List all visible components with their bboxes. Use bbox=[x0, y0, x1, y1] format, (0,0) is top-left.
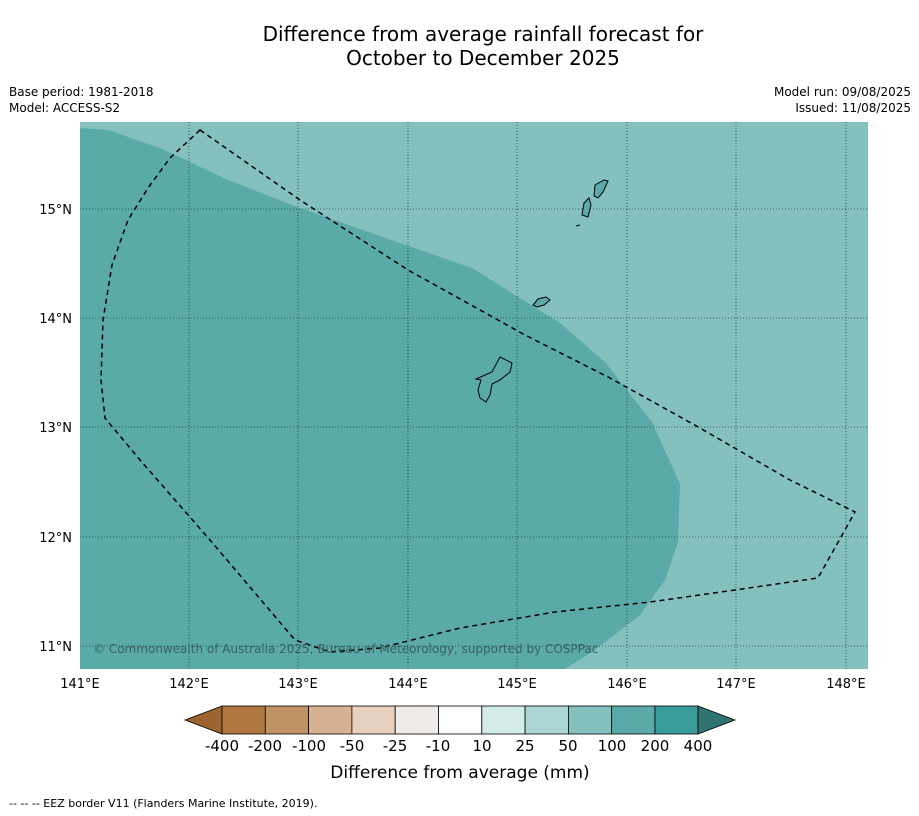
lon-label: 147°E bbox=[716, 677, 756, 692]
colorbar-segment bbox=[438, 705, 483, 735]
guam-island bbox=[474, 356, 513, 403]
copyright-notice: © Commonwealth of Australia 2025, Bureau… bbox=[93, 642, 598, 656]
aguijan-island bbox=[575, 224, 581, 227]
colorbar-segment bbox=[611, 705, 656, 735]
lon-label: 142°E bbox=[169, 677, 209, 692]
lon-label: 146°E bbox=[607, 677, 647, 692]
lat-label: 14°N bbox=[39, 312, 72, 327]
lat-label: 13°N bbox=[39, 421, 72, 436]
colorbar-segment bbox=[351, 705, 396, 735]
run-info: Model run: 09/08/2025 Issued: 11/08/2025 bbox=[774, 84, 911, 116]
colorbar-tick: -200 bbox=[248, 737, 282, 755]
lon-label: 145°E bbox=[497, 677, 537, 692]
colorbar-tick: -400 bbox=[205, 737, 239, 755]
colorbar-tick: 100 bbox=[598, 737, 627, 755]
base-period: Base period: 1981-2018 bbox=[9, 85, 154, 99]
colorbar-tick: 50 bbox=[558, 737, 577, 755]
islands bbox=[474, 179, 609, 403]
title-line-2: October to December 2025 bbox=[346, 46, 620, 70]
colorbar-tick: 200 bbox=[641, 737, 670, 755]
eez-border bbox=[100, 129, 857, 653]
lat-label: 11°N bbox=[39, 640, 72, 655]
model-name: Model: ACCESS-S2 bbox=[9, 101, 121, 115]
colorbar-ticks: -400 -200 -100 -50 -25 -10 10 25 50 100 … bbox=[205, 737, 712, 755]
colorbar bbox=[183, 705, 737, 735]
lon-label: 141°E bbox=[60, 677, 100, 692]
lon-label: 148°E bbox=[826, 677, 866, 692]
model-run: Model run: 09/08/2025 bbox=[773, 85, 911, 99]
colorbar-low-extension bbox=[183, 705, 223, 735]
colorbar-label: Difference from average (mm) bbox=[330, 763, 589, 783]
colorbar-segment bbox=[394, 705, 439, 735]
title-line-1: Difference from average rainfall forecas… bbox=[262, 22, 704, 46]
lon-label: 143°E bbox=[278, 677, 318, 692]
colorbar-segment bbox=[568, 705, 613, 735]
lon-label: 144°E bbox=[388, 677, 428, 692]
colorbar-segment bbox=[264, 705, 309, 735]
tinian-island bbox=[581, 197, 592, 218]
colorbar-tick: 400 bbox=[684, 737, 713, 755]
issued-date: Issued: 11/08/2025 bbox=[795, 101, 911, 115]
colorbar-tick: 10 bbox=[472, 737, 491, 755]
colorbar-segment bbox=[524, 705, 569, 735]
graticule bbox=[80, 122, 868, 669]
eez-legend-note: -- -- -- EEZ border V11 (Flanders Marine… bbox=[9, 797, 318, 810]
colorbar-tick: 25 bbox=[515, 737, 534, 755]
colorbar-segment bbox=[654, 705, 699, 735]
colorbar-segment bbox=[308, 705, 353, 735]
colorbar-segment bbox=[221, 705, 266, 735]
model-info: Base period: 1981-2018 Model: ACCESS-S2 bbox=[9, 84, 154, 116]
colorbar-high-extension bbox=[697, 705, 737, 735]
colorbar-tick: -10 bbox=[426, 737, 451, 755]
colorbar-tick: -50 bbox=[340, 737, 365, 755]
latitude-labels: 15°N 14°N 13°N 12°N 11°N bbox=[39, 203, 72, 655]
map-title: Difference from average rainfall forecas… bbox=[0, 22, 919, 70]
colorbar-tick: -100 bbox=[292, 737, 326, 755]
longitude-labels: 141°E 142°E 143°E 144°E 145°E 146°E 147°… bbox=[60, 677, 866, 692]
rota-island bbox=[532, 296, 551, 308]
lat-label: 12°N bbox=[39, 531, 72, 546]
colorbar-tick: -25 bbox=[383, 737, 408, 755]
rainfall-zone-100-200 bbox=[80, 128, 680, 669]
lat-label: 15°N bbox=[39, 203, 72, 218]
saipan-island bbox=[593, 179, 609, 199]
colorbar-segment bbox=[481, 705, 526, 735]
